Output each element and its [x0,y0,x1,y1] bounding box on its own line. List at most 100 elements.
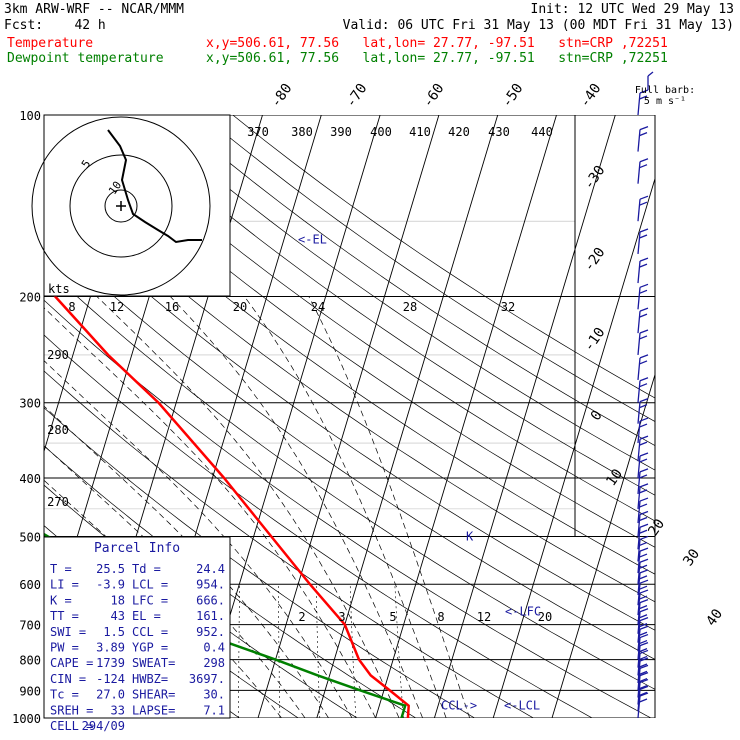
isotherm-tick-label: -20 [581,245,609,275]
theta-tick-label: 370 [247,125,269,139]
wind-barb-flag [639,655,648,661]
wind-barb [637,583,641,606]
wind-barb-flag [639,398,649,403]
wind-barb-flag [639,595,648,600]
isotherm-tick-label: -30 [581,163,609,193]
wind-barb-flag [639,125,649,131]
wind-barb-flag [639,639,648,645]
mixing-ratio-label: 5 [389,610,396,624]
parcel-info-cell: CAPE = [50,656,93,670]
mixing-ratio-label: 2 [298,610,305,624]
wind-barb-flag [639,489,648,494]
mixing-ratio-label: 3 [338,610,345,624]
isotherm-tick-label: -40 [577,81,605,111]
parcel-info-cell: 27.0 [96,688,125,702]
wind-barb-flag [639,649,649,655]
dry-adiabat-line [44,138,655,575]
wind-barb-flag [639,575,648,580]
parcel-info-cell: 25.5 [96,562,125,576]
moist-adiabat-line [308,296,471,718]
wind-barb-flag [639,263,648,268]
parcel-info-cell: EL = [132,609,161,623]
wind-barb [637,439,641,462]
wind-barb-flag [639,657,649,662]
dry-adiabat-line [44,232,655,660]
wind-barb-flag [639,523,649,528]
wind-barb-flag [639,585,648,590]
wind-barb [637,455,641,479]
wind-barb-flag [639,617,649,622]
wind-barb-flag [639,664,649,670]
theta-tick-label: 390 [330,125,352,139]
wind-barb-flag [639,131,648,137]
wind-barb-flag [639,663,648,668]
wind-barb [637,161,641,184]
wind-barb [637,92,641,116]
barb-legend-title: Full barb: [635,85,695,96]
isotherm-line [492,177,655,718]
moist-adiabat-line [96,296,400,718]
wind-barb [637,572,641,595]
wind-barb [637,311,641,334]
parcel-marker: K [466,529,474,543]
valid-time: Valid: 06 UTC Fri 31 May 13 (00 MDT Fri … [342,18,734,33]
moist-adiabat-line [44,405,329,718]
parcel-info-cell: 33 [111,703,125,717]
parcel-info-cell: 294/09 [82,719,125,733]
parcel-info-cell: LI = [50,578,79,592]
isotherm-line [551,373,655,718]
isotherm-tick-label: -70 [343,81,371,111]
wind-barb [637,620,641,643]
isotherm-tick-label: -10 [581,325,609,355]
parcel-info-cell: T = [50,562,72,576]
parcel-info-cell: LCL = [132,578,168,592]
parcel-info-cell: 298 [203,656,225,670]
wind-barb [637,527,641,550]
moist-adiabat-line [244,296,447,718]
theta-tick-label: 380 [291,125,313,139]
pressure-tick-label: 300 [19,397,41,411]
dry-adiabat-line [171,115,655,447]
wind-barb [637,660,641,684]
moist-adiabat-line [170,296,423,718]
wind-barb-flag [639,234,648,239]
wind-barb-flag [639,642,649,647]
pressure-tick-label: 700 [19,619,41,633]
wind-barb-flag [639,483,649,488]
init-time: Init: 12 UTC Wed 29 May 13 [530,2,735,17]
wind-barb [637,514,641,537]
wind-barb [637,421,641,444]
wind-barb-flag [639,677,648,683]
wind-barb-flag [639,503,648,508]
pressure-tick-label: 900 [19,684,41,698]
wind-barb-flag [639,307,649,312]
parcel-info-cell: PW = [50,641,79,655]
hodograph-unit-label: kts [48,282,70,296]
theta-side-label: 290 [47,348,69,362]
parcel-info-cell: TT = [50,609,79,623]
wind-barb-flag [639,625,649,630]
wind-barb-flag [639,604,648,610]
wind-barb-flag [639,671,649,677]
pressure-tick-label: 1000 [12,712,41,726]
theta-side-label: 280 [47,423,69,437]
wetbulb-tick-label: 12 [110,300,124,314]
lfc-marker: <-LFC [505,605,541,619]
hodograph-ring [31,116,211,296]
parcel-info-cell: K = [50,593,72,607]
parcel-info-cell: CELL = [50,719,93,733]
isotherm-tick-label: -50 [499,81,527,111]
wetbulb-tick-label: 28 [403,300,417,314]
parcel-info-cell: LAPSE= [132,703,175,717]
dry-adiabat-line [44,299,652,718]
wind-barb-flag [639,383,648,388]
parcel-info-cell: 3.89 [96,641,125,655]
wind-barb [637,629,641,652]
hodograph-ring [69,154,173,258]
parcel-info-cell: 954. [196,578,225,592]
parcel-info-cell: CIN = [50,672,86,686]
mixing-ratio-line [349,584,357,718]
model-title: 3km ARW-WRF -- NCAR/MMM [4,2,185,17]
wind-barb-flag [639,535,649,541]
dry-adiabat-line [110,115,655,496]
